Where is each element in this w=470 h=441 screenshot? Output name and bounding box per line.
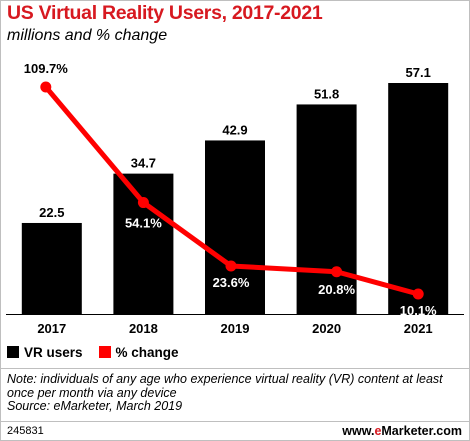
- bar-value-label-2020: 51.8: [314, 86, 339, 101]
- line-value-label-2020: 20.8%: [318, 282, 355, 297]
- legend-item-vr-users: VR users: [7, 345, 83, 360]
- x-tick-label-2021: 2021: [404, 321, 433, 336]
- x-tick-label-2017: 2017: [37, 321, 66, 336]
- line-value-label-2018: 54.1%: [125, 216, 162, 231]
- brand-accent: e: [374, 424, 382, 438]
- note-divider: [0, 368, 470, 369]
- legend-swatch-percent-change: [98, 346, 111, 358]
- brand-link[interactable]: www.eMarketer.com: [342, 424, 462, 438]
- legend-label-percent-change: % change: [115, 344, 179, 360]
- bar-2017: [21, 222, 82, 314]
- legend-label-vr-users: VR users: [24, 344, 83, 360]
- bar-2021: [388, 83, 449, 314]
- bar-value-label-2017: 22.5: [39, 205, 64, 220]
- line-value-label-2019: 23.6%: [213, 275, 250, 290]
- chart-id: 245831: [7, 425, 44, 437]
- chart-title: US Virtual Reality Users, 2017-2021: [7, 2, 323, 24]
- line-value-label-2017: 109.7%: [24, 61, 69, 76]
- line-point-2018: [137, 197, 149, 209]
- x-tick-label-2018: 2018: [129, 321, 158, 336]
- bar-value-label-2019: 42.9: [222, 122, 247, 137]
- footer-divider: [0, 421, 470, 422]
- combo-chart: 22.5 34.7 42.9 51.8 57.1 2017 2018 2019 2020 2021…: [6, 61, 464, 336]
- source-text: Source: eMarketer, March 2019: [7, 399, 183, 413]
- bar-value-label-2018: 34.7: [131, 156, 156, 171]
- line-point-2021: [412, 288, 424, 300]
- x-tick-label-2019: 2019: [221, 321, 250, 336]
- line-point-2019: [225, 260, 237, 272]
- chart-subtitle: millions and % change: [7, 27, 168, 44]
- x-tick-label-2020: 2020: [312, 321, 341, 336]
- legend-item-percent-change: % change: [98, 344, 179, 360]
- note-block: Note: individuals of any age who experie…: [7, 372, 462, 414]
- legend-swatch-vr-users: [7, 346, 19, 358]
- note-text: Note: individuals of any age who experie…: [7, 372, 443, 400]
- line-point-2020: [331, 266, 343, 278]
- bar-2019: [205, 140, 265, 314]
- bar-2018: [113, 173, 174, 314]
- legend: VR users % change: [7, 343, 195, 361]
- brand-suffix: Marketer.com: [381, 424, 462, 438]
- brand-prefix: www.: [342, 424, 375, 438]
- bar-2020: [296, 104, 357, 314]
- bar-value-label-2021: 57.1: [406, 65, 431, 80]
- line-point-2017: [40, 81, 52, 93]
- line-value-label-2021: 10.1%: [400, 303, 437, 318]
